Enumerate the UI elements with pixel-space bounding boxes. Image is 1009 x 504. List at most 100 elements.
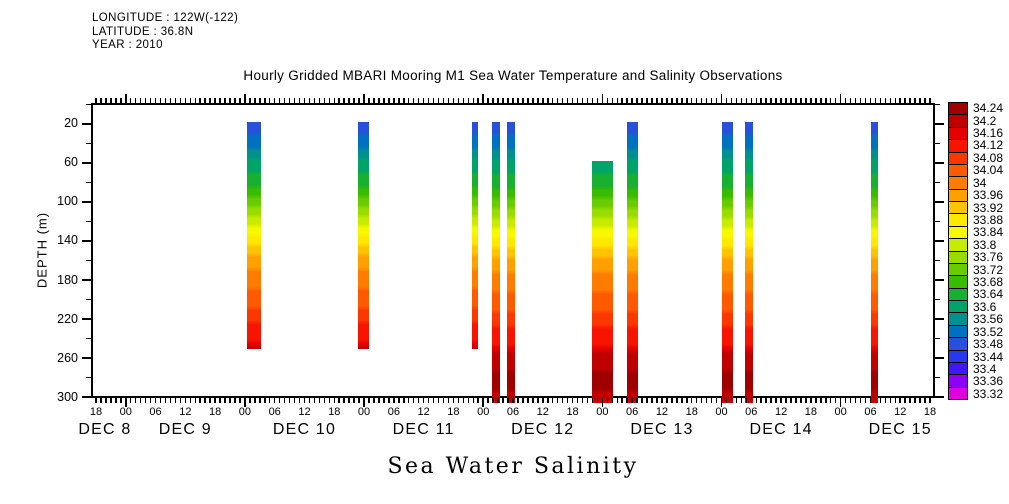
x-tick <box>467 98 470 103</box>
colorbar-segment <box>949 301 967 314</box>
x-tick <box>661 98 663 103</box>
colorbar-tick-label: 33.76 <box>973 250 1004 265</box>
x-tick <box>149 398 152 403</box>
y-tick <box>82 240 91 242</box>
x-tick <box>829 398 832 403</box>
x-tick <box>532 398 534 403</box>
x-tick <box>313 398 316 403</box>
x-tick <box>273 98 276 103</box>
x-tick <box>184 398 187 403</box>
x-tick <box>601 398 604 407</box>
x-tick <box>834 398 837 403</box>
x-tick <box>621 398 623 403</box>
colorbar-tick-label: 33.32 <box>973 386 1004 401</box>
y-tick-label: 140 <box>57 233 78 248</box>
colorbar-segment <box>949 127 967 141</box>
x-tick <box>348 398 350 403</box>
date-label: DEC 12 <box>511 421 575 438</box>
salinity-bar <box>506 122 515 403</box>
x-tick <box>393 398 395 403</box>
x-tick <box>829 98 832 103</box>
salinity-bar <box>722 122 733 403</box>
x-tick <box>561 398 564 403</box>
x-tick <box>298 398 301 403</box>
x-tick <box>720 94 723 103</box>
x-tick <box>626 398 628 403</box>
x-tick <box>671 398 673 403</box>
x-hour-label: 00 <box>596 406 609 418</box>
x-tick <box>95 398 97 403</box>
x-tick <box>105 398 107 403</box>
x-hour-label: 00 <box>119 406 132 418</box>
x-tick <box>522 98 524 103</box>
x-tick <box>556 98 559 103</box>
colorbar-tick-label: 33.72 <box>973 262 1004 277</box>
x-tick <box>313 98 316 103</box>
x-hour-label: 06 <box>626 406 639 418</box>
y-tick-label: 100 <box>57 194 78 209</box>
x-tick <box>487 398 489 403</box>
x-tick <box>671 98 673 103</box>
colorbar-segment <box>949 152 967 165</box>
x-tick <box>507 98 509 103</box>
year-text: YEAR : 2010 <box>92 39 163 51</box>
x-tick <box>278 398 281 403</box>
x-tick <box>790 98 792 103</box>
x-tick <box>363 398 365 407</box>
x-tick <box>239 398 241 403</box>
x-tick <box>527 398 529 403</box>
x-tick <box>532 98 534 103</box>
x-tick <box>909 98 911 103</box>
x-tick <box>447 98 450 103</box>
y-tick <box>935 240 944 242</box>
x-tick <box>690 98 693 103</box>
colorbar-segment <box>949 226 967 240</box>
x-tick <box>353 98 355 103</box>
x-tick <box>154 398 157 403</box>
colorbar-tick-label: 33.92 <box>973 200 1004 215</box>
x-tick <box>656 398 658 403</box>
x-tick <box>239 98 241 103</box>
x-tick <box>219 98 221 103</box>
x-tick <box>139 398 142 403</box>
x-tick <box>810 98 812 103</box>
x-tick <box>159 398 162 403</box>
x-tick <box>695 98 698 103</box>
x-tick <box>730 398 733 403</box>
y-tick <box>82 201 91 203</box>
x-tick <box>715 98 718 103</box>
x-tick <box>705 98 708 103</box>
y-tick <box>935 279 944 281</box>
x-tick <box>864 98 867 103</box>
x-tick <box>412 98 415 103</box>
x-tick <box>710 98 713 103</box>
y-tick-label: 220 <box>57 311 78 326</box>
colorbar-segment <box>949 362 967 376</box>
x-tick <box>795 98 797 103</box>
y-tick-label: 300 <box>57 389 78 404</box>
y-tick <box>935 103 940 106</box>
colorbar-segment <box>949 325 967 339</box>
latitude-text: LATITUDE : 36.8N <box>92 25 194 38</box>
x-tick <box>591 398 594 403</box>
x-tick <box>924 398 926 403</box>
y-tick <box>82 162 91 164</box>
x-tick <box>308 398 311 403</box>
x-tick <box>616 398 618 403</box>
x-tick <box>899 398 901 403</box>
x-tick <box>780 98 782 103</box>
colorbar-tick-label: 33.8 <box>973 237 997 252</box>
x-tick <box>174 398 177 403</box>
x-tick <box>244 94 246 103</box>
colorbar-segment <box>949 338 967 351</box>
x-tick <box>790 398 792 403</box>
x-tick <box>725 398 728 403</box>
x-tick <box>462 398 465 403</box>
x-tick <box>889 398 892 403</box>
y-tick <box>935 201 944 203</box>
colorbar-tick-label: 34.12 <box>973 138 1004 153</box>
x-tick <box>209 98 211 103</box>
x-tick <box>303 398 306 403</box>
x-tick <box>502 98 504 103</box>
x-tick <box>919 398 921 403</box>
